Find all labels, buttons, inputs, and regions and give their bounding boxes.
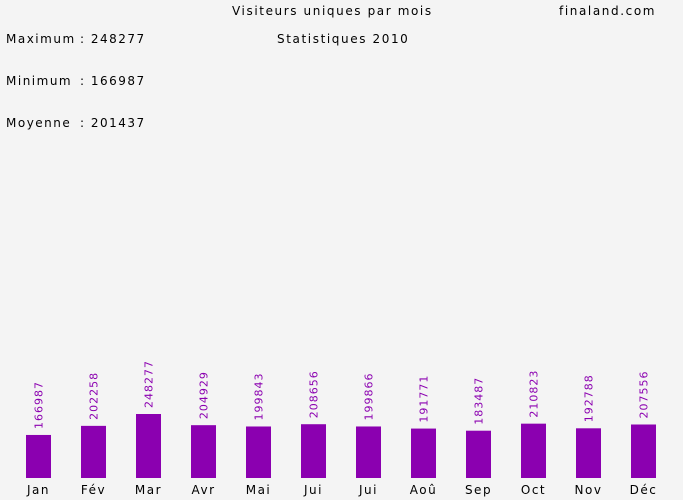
chart-subtitle: Statistiques 2010 xyxy=(277,32,410,46)
stat-label: Moyenne xyxy=(6,116,72,130)
stat-separator: : xyxy=(80,32,86,46)
bar-value-label: 207556 xyxy=(638,370,651,418)
stat-separator: : xyxy=(80,116,86,130)
stat-value: 201437 xyxy=(90,116,146,130)
stat-average: Moyenne: 201437 xyxy=(6,116,146,130)
bar-value-label: 204929 xyxy=(198,371,211,419)
x-tick-label: Jui xyxy=(358,483,378,497)
stat-value: 166987 xyxy=(90,74,146,88)
x-tick-label: Déc xyxy=(630,483,658,497)
stat-minimum: Minimum: 166987 xyxy=(6,74,146,88)
bar-sep xyxy=(466,430,491,478)
bar-mar xyxy=(136,414,161,478)
bar-value-label: 248277 xyxy=(143,360,156,408)
bar-aoû xyxy=(411,428,436,478)
bar-value-label: 210823 xyxy=(528,370,541,418)
stat-maximum: Maximum: 248277 xyxy=(6,32,146,46)
bar-value-label: 199866 xyxy=(363,372,376,420)
x-tick-label: Fév xyxy=(81,483,106,497)
bar-jan xyxy=(26,434,51,478)
stat-label: Minimum xyxy=(6,74,73,88)
bar-value-label: 202258 xyxy=(88,372,101,420)
bar-value-label: 208656 xyxy=(308,370,321,418)
bar-fév xyxy=(81,425,106,478)
chart-title: Visiteurs uniques par mois xyxy=(232,4,433,18)
bar-value-label: 192788 xyxy=(583,374,596,422)
bar-jui xyxy=(356,426,381,478)
stat-value: 248277 xyxy=(90,32,146,46)
bar-value-label: 191771 xyxy=(418,375,431,423)
site-name: finaland.com xyxy=(559,4,657,18)
bar-oct xyxy=(521,423,546,478)
bar-mai xyxy=(246,426,271,478)
x-tick-label: Jan xyxy=(26,483,50,497)
stat-separator: : xyxy=(80,74,86,88)
bar-value-label: 166987 xyxy=(33,381,46,429)
stat-label: Maximum xyxy=(6,32,76,46)
x-tick-label: Aoû xyxy=(410,483,437,497)
x-tick-label: Mai xyxy=(246,483,272,497)
x-tick-label: Sep xyxy=(465,483,492,497)
x-tick-label: Nov xyxy=(575,483,603,497)
x-tick-label: Jui xyxy=(303,483,323,497)
bar-déc xyxy=(631,424,656,478)
bar-nov xyxy=(576,428,601,478)
x-tick-label: Avr xyxy=(191,483,215,497)
bar-value-label: 199843 xyxy=(253,372,266,420)
bar-avr xyxy=(191,425,216,478)
x-tick-label: Mar xyxy=(135,483,162,497)
bar-value-label: 183487 xyxy=(473,377,486,425)
summary-stats: Maximum: 248277 Minimum: 166987 Moyenne:… xyxy=(6,4,146,144)
x-tick-label: Oct xyxy=(521,483,546,497)
bar-jui xyxy=(301,424,326,478)
